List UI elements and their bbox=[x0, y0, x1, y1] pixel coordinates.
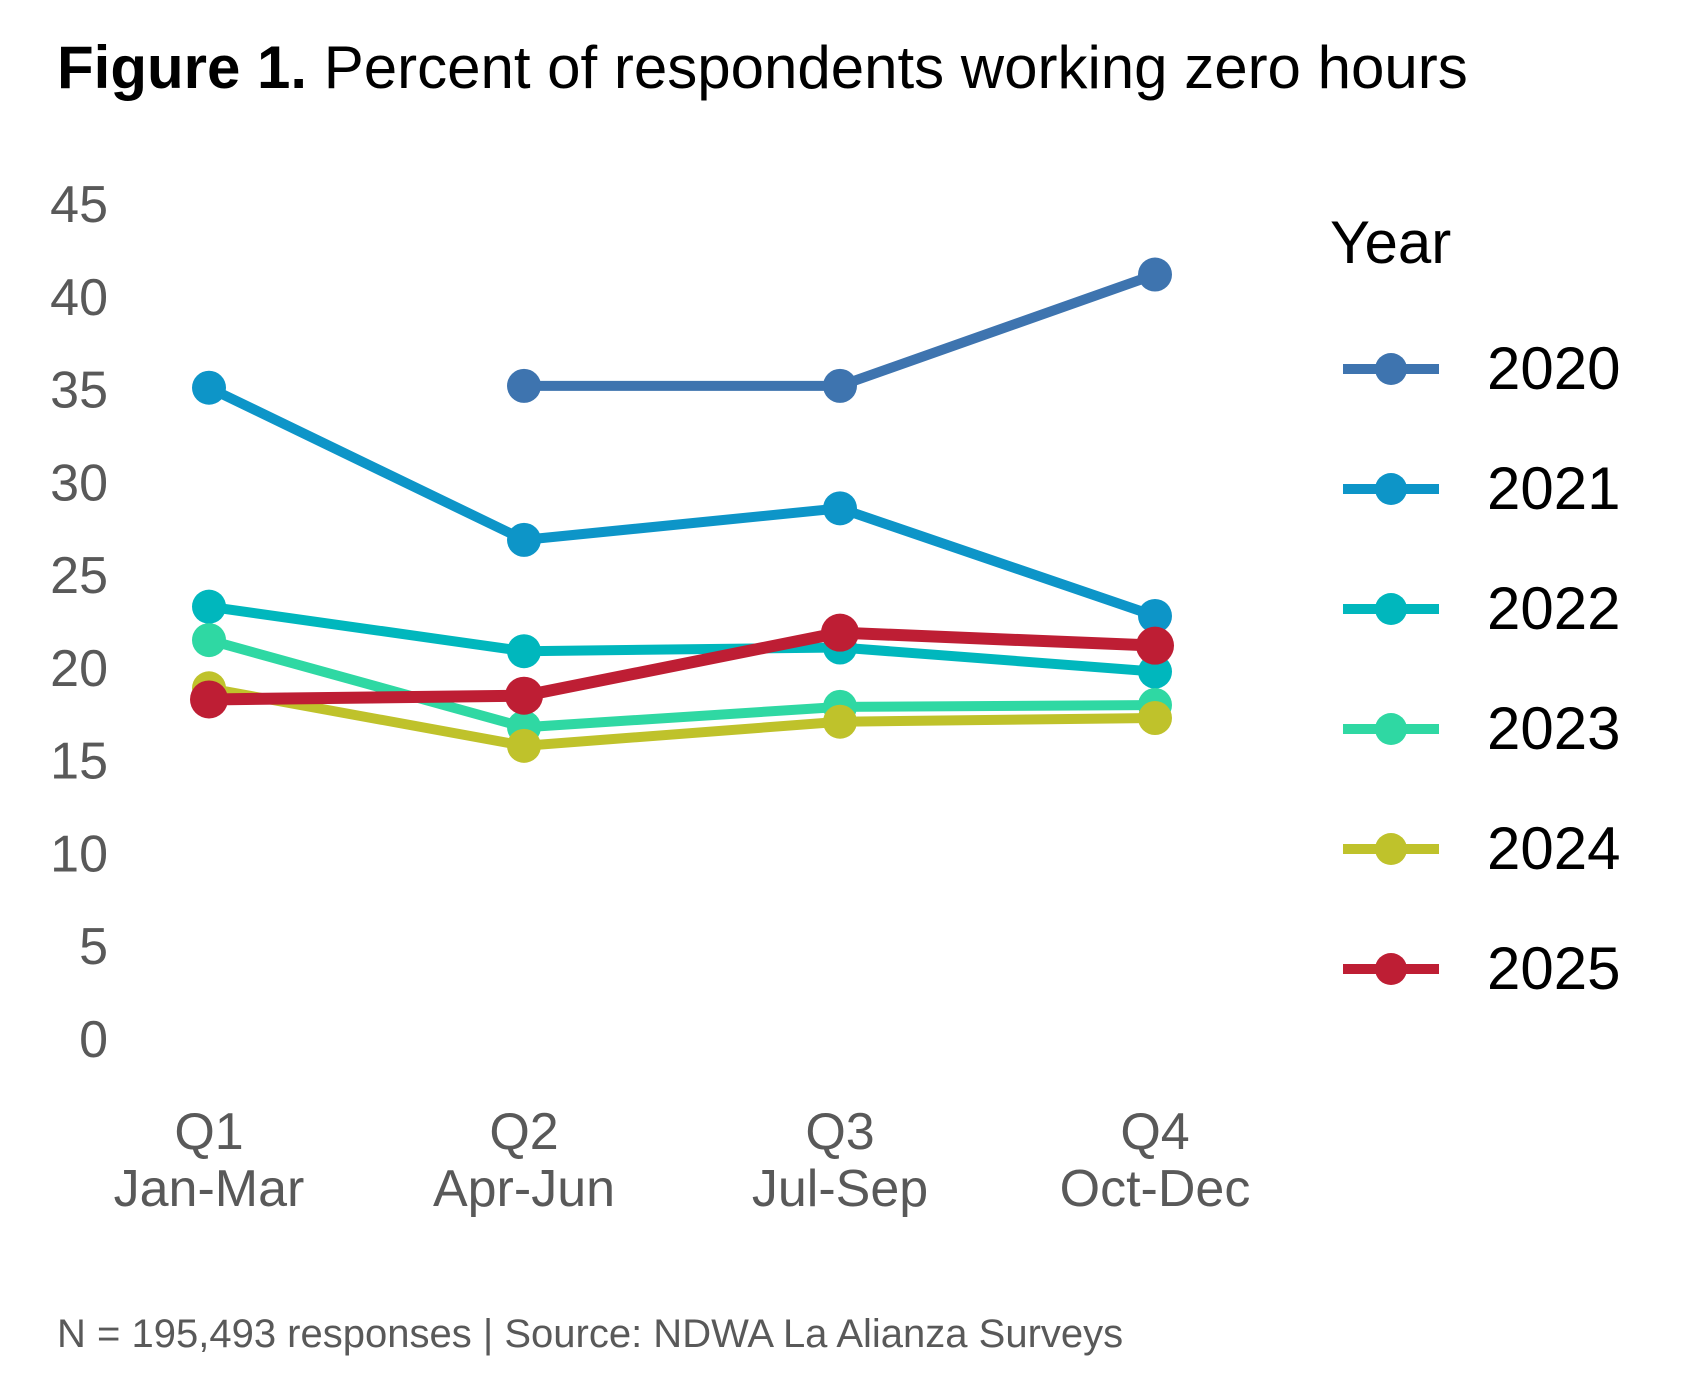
legend-marker-icon bbox=[1343, 473, 1439, 505]
legend-marker-icon bbox=[1343, 953, 1439, 985]
figure-title: Figure 1. Percent of respondents working… bbox=[57, 36, 1468, 100]
data-point-2022 bbox=[1138, 654, 1172, 689]
legend-title: Year bbox=[1330, 209, 1452, 276]
legend-item-label: 2020 bbox=[1487, 335, 1621, 402]
y-tick-label: 0 bbox=[79, 1011, 108, 1069]
legend-item-label: 2025 bbox=[1487, 935, 1621, 1002]
data-point-2021 bbox=[192, 370, 226, 405]
legend-item-label: 2023 bbox=[1487, 695, 1621, 762]
legend-marker-icon bbox=[1343, 713, 1439, 745]
legend-marker-icon bbox=[1343, 593, 1439, 625]
series-line-2024 bbox=[208, 683, 1156, 751]
x-tick-sublabel: Jul-Sep bbox=[752, 1160, 928, 1218]
x-tick-sublabel: Oct-Dec bbox=[1060, 1160, 1251, 1218]
data-point-2020 bbox=[1138, 257, 1172, 292]
legend-item-2022: 2022 bbox=[1330, 549, 1690, 669]
legend-item-label: 2024 bbox=[1487, 815, 1621, 882]
series-line-2021 bbox=[206, 383, 1157, 621]
data-point-2021 bbox=[507, 522, 541, 557]
data-point-2024 bbox=[823, 704, 857, 739]
data-point-2022 bbox=[192, 589, 226, 624]
x-tick-label: Q2 bbox=[489, 1103, 558, 1161]
y-tick-label: 30 bbox=[50, 454, 108, 512]
legend-marker-icon bbox=[1343, 353, 1439, 385]
legend-item-2023: 2023 bbox=[1330, 669, 1690, 789]
y-tick-label: 40 bbox=[50, 269, 108, 327]
data-point-2024 bbox=[1138, 700, 1172, 735]
legend-marker-icon bbox=[1343, 833, 1439, 865]
y-tick-label: 20 bbox=[50, 640, 108, 698]
legend-item-label: 2022 bbox=[1487, 575, 1621, 642]
chart-legend: 2020 2021 2022 2023 2024 2025 bbox=[1330, 309, 1690, 1029]
legend-item-2025: 2025 bbox=[1330, 909, 1690, 1029]
data-point-2021 bbox=[1138, 598, 1172, 633]
series-line-2023 bbox=[207, 635, 1156, 733]
legend-item-2020: 2020 bbox=[1330, 309, 1690, 429]
data-point-2020 bbox=[823, 368, 857, 403]
series-line-2022 bbox=[208, 601, 1156, 677]
y-tick-label: 10 bbox=[50, 825, 108, 883]
figure-title-rest: Percent of respondents working zero hour… bbox=[307, 34, 1468, 101]
data-point-2023 bbox=[192, 623, 226, 658]
data-point-2024 bbox=[507, 728, 541, 763]
y-tick-label: 35 bbox=[50, 362, 108, 420]
y-tick-label: 5 bbox=[79, 918, 108, 976]
y-tick-label: 45 bbox=[50, 176, 108, 234]
data-point-2025 bbox=[1136, 626, 1174, 665]
series-line-2025 bbox=[208, 626, 1156, 706]
figure-title-prefix: Figure 1. bbox=[57, 34, 308, 101]
x-tick-label: Q1 bbox=[174, 1103, 243, 1161]
x-tick-label: Q3 bbox=[805, 1103, 874, 1161]
data-point-2025 bbox=[190, 680, 228, 719]
legend-item-label: 2021 bbox=[1487, 455, 1621, 522]
data-point-2022 bbox=[507, 634, 541, 669]
legend-item-2024: 2024 bbox=[1330, 789, 1690, 909]
x-tick-sublabel: Jan-Mar bbox=[114, 1160, 305, 1218]
data-point-2025 bbox=[505, 676, 543, 715]
data-point-2025 bbox=[821, 613, 859, 652]
legend-item-2021: 2021 bbox=[1330, 429, 1690, 549]
x-tick-label: Q4 bbox=[1120, 1103, 1189, 1161]
y-tick-label: 25 bbox=[50, 547, 108, 605]
data-point-2021 bbox=[823, 491, 857, 526]
y-tick-label: 15 bbox=[50, 733, 108, 791]
x-tick-sublabel: Apr-Jun bbox=[433, 1160, 615, 1218]
figure-caption: N = 195,493 responses | Source: NDWA La … bbox=[57, 1312, 1124, 1356]
data-point-2020 bbox=[507, 368, 541, 403]
